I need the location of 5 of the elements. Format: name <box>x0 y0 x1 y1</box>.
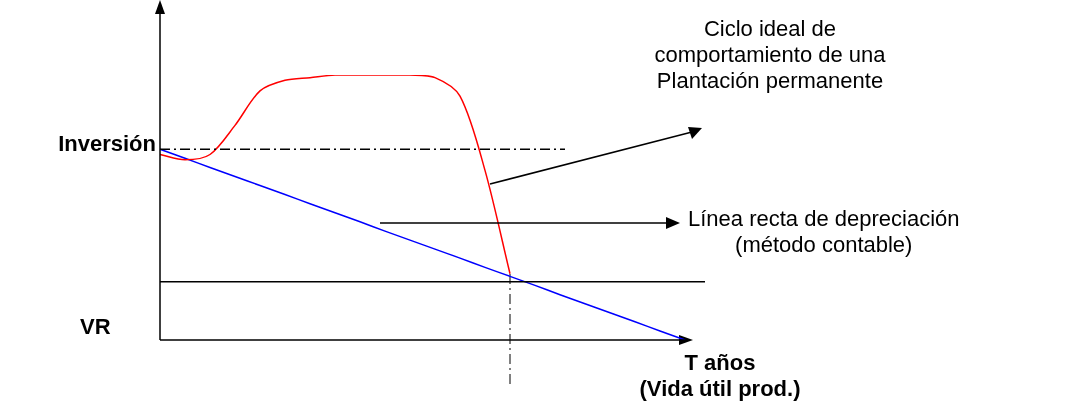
ref-line-label: Inversión <box>58 131 156 158</box>
annotation: Línea recta de depreciación (método contable) <box>688 206 960 258</box>
text: VR <box>80 314 111 340</box>
annotation: Ciclo ideal de comportamiento de una Plantación permanente <box>654 16 886 94</box>
x-axis-title: T años (Vida útil prod.) <box>639 350 801 402</box>
